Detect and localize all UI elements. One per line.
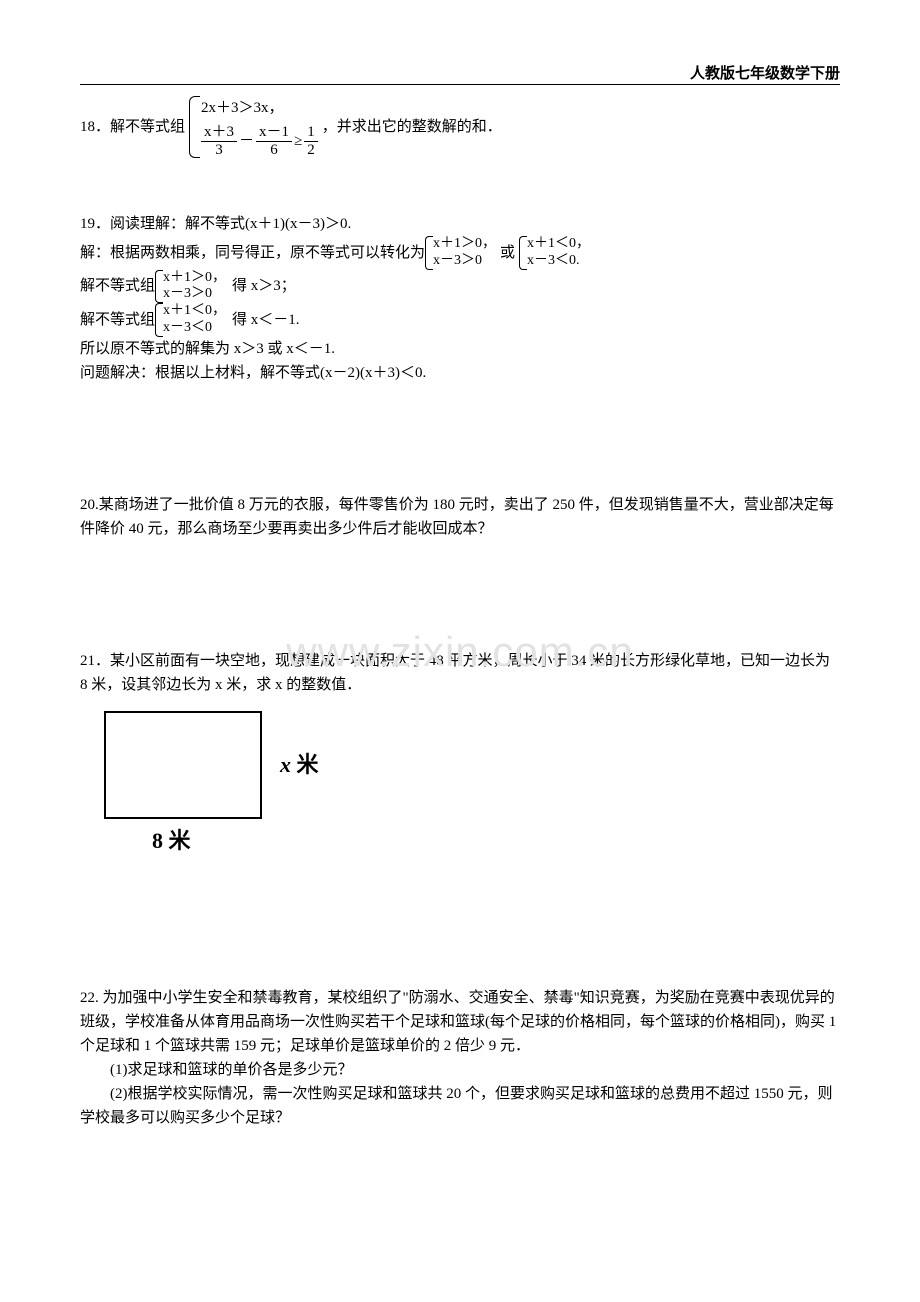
p22-p1: 22. 为加强中小学生安全和禁毒教育，某校组织了"防溺水、交通安全、禁毒"知识竞… xyxy=(80,986,840,1058)
problem-21: 21．某小区前面有一块空地，现想建成一块面积大于 48 平方米，周长小于 34 … xyxy=(80,649,840,858)
p18-frac3: 1 2 xyxy=(304,124,318,158)
p21-bottom-val: 8 xyxy=(152,828,163,853)
p19-l4-sys-b: x－3＜0 xyxy=(163,320,226,337)
p21-figure: x 米 8 米 xyxy=(104,711,840,858)
p18-eq1: 2x＋3＞3x， xyxy=(201,96,318,120)
problem-22: 22. 为加强中小学生安全和禁毒教育，某校组织了"防溺水、交通安全、禁毒"知识竞… xyxy=(80,986,840,1130)
p19-l6: 问题解决：根据以上材料，解不等式(x－2)(x＋3)＜0. xyxy=(80,361,840,385)
p19-l4: 解不等式组 x＋1＜0， x－3＜0 得 x＜－1. xyxy=(80,303,840,337)
content: 18．解不等式组 2x＋3＞3x， x＋3 3 － x－1 6 ≥ 1 xyxy=(80,96,840,1130)
p18-eq2: x＋3 3 － x－1 6 ≥ 1 2 xyxy=(201,124,318,158)
p19-l3a: 解不等式组 xyxy=(80,274,155,298)
p19-l3: 解不等式组 x＋1＞0， x－3＞0 得 x＞3； xyxy=(80,270,840,304)
p21-side-var: x xyxy=(280,752,291,777)
p21-text: 21．某小区前面有一块空地，现想建成一块面积大于 48 平方米，周长小于 34 … xyxy=(80,649,840,697)
p18-frac1-den: 3 xyxy=(212,142,226,159)
problem-18: 18．解不等式组 2x＋3＞3x， x＋3 3 － x－1 6 ≥ 1 xyxy=(80,96,840,158)
header-rule xyxy=(80,84,840,85)
p18-ge: ≥ xyxy=(294,129,302,153)
p18-minus: － xyxy=(239,129,254,153)
p18-frac2-den: 6 xyxy=(267,142,281,159)
p18-frac1-num: x＋3 xyxy=(201,124,237,142)
p18-frac3-num: 1 xyxy=(304,124,318,142)
p20-text: 20.某商场进了一批价值 8 万元的衣服，每件零售价为 180 元时，卖出了 2… xyxy=(80,493,840,541)
p19-l4-sys-a: x＋1＜0， xyxy=(163,303,226,320)
p21-rectangle xyxy=(104,711,262,819)
p19-l3-sys-b: x－3＞0 xyxy=(163,286,226,303)
p18-frac2-num: x－1 xyxy=(256,124,292,142)
p19-l2: 解：根据两数相乘，同号得正，原不等式可以转化为 x＋1＞0， x－3＞0 或 x… xyxy=(80,236,840,270)
p19-l4-sys: x＋1＜0， x－3＜0 xyxy=(155,303,226,337)
p18-tail: ，并求出它的整数解的和． xyxy=(322,115,502,139)
p21-bottom-label: 8 米 xyxy=(152,823,191,858)
p19-sys1a: x＋1＞0， xyxy=(433,236,496,253)
p19-l2a: 解：根据两数相乘，同号得正，原不等式可以转化为 xyxy=(80,241,425,265)
p19-l5: 所以原不等式的解集为 x＞3 或 x＜－1. xyxy=(80,337,840,361)
p19-or: 或 xyxy=(500,241,515,265)
p18-frac1: x＋3 3 xyxy=(201,124,237,158)
p19-sys1: x＋1＞0， x－3＞0 xyxy=(425,236,496,270)
problem-20: 20.某商场进了一批价值 8 万元的衣服，每件零售价为 180 元时，卖出了 2… xyxy=(80,493,840,541)
p22-q2: (2)根据学校实际情况，需一次性购买足球和篮球共 20 个，但要求购买足球和篮球… xyxy=(80,1082,840,1130)
p21-bottom-unit: 米 xyxy=(169,828,191,853)
p22-q1: (1)求足球和篮球的单价各是多少元？ xyxy=(80,1058,840,1082)
p19-l4a: 解不等式组 xyxy=(80,308,155,332)
p19-sys2a: x＋1＜0， xyxy=(527,236,590,253)
p18-lead: 18．解不等式组 xyxy=(80,115,185,139)
p18-system-brace: 2x＋3＞3x， x＋3 3 － x－1 6 ≥ 1 2 xyxy=(189,96,318,158)
p19-l3-sys-a: x＋1＞0， xyxy=(163,270,226,287)
p19-sys1b: x－3＞0 xyxy=(433,253,496,270)
p21-side-unit: 米 xyxy=(297,752,319,777)
p19-l3-sys: x＋1＞0， x－3＞0 xyxy=(155,270,226,304)
p19-l4b: 得 x＜－1. xyxy=(232,308,300,332)
p19-l3b: 得 x＞3； xyxy=(232,274,296,298)
p18-frac3-den: 2 xyxy=(304,142,318,159)
problem-19: 19．阅读理解：解不等式(x＋1)(x－3)＞0. 解：根据两数相乘，同号得正，… xyxy=(80,212,840,385)
p19-sys2b: x－3＜0. xyxy=(527,253,590,270)
p18-frac2: x－1 6 xyxy=(256,124,292,158)
page-header: 人教版七年级数学下册 xyxy=(690,62,840,86)
p21-side-label: x 米 xyxy=(280,747,319,782)
p19-l1: 19．阅读理解：解不等式(x＋1)(x－3)＞0. xyxy=(80,212,840,236)
p19-sys2: x＋1＜0， x－3＜0. xyxy=(519,236,590,270)
